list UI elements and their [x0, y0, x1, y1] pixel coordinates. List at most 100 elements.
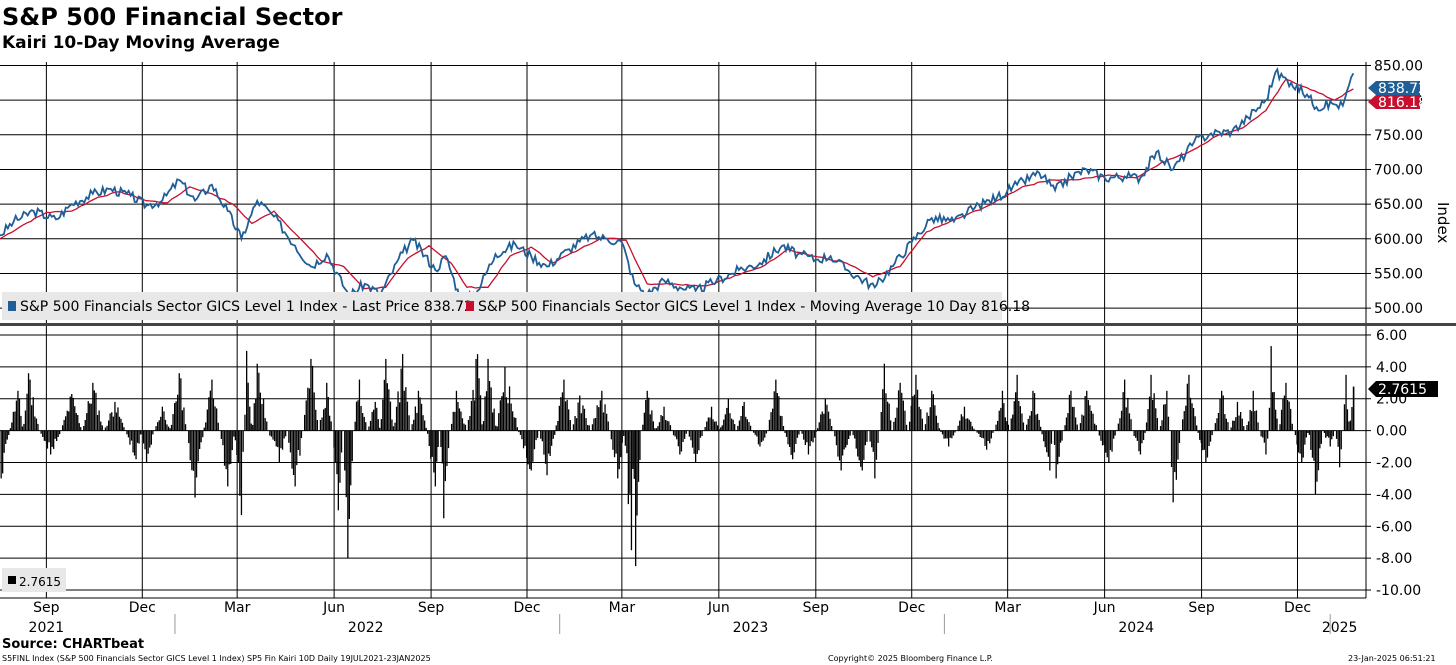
kairi-bar [29, 379, 31, 431]
kairi-bar [916, 389, 919, 431]
kairi-bar [618, 430, 620, 470]
kairi-bar [194, 430, 196, 498]
kairi-bar [142, 430, 145, 444]
kairi-bar [1117, 423, 1119, 431]
kairi-bar [240, 430, 243, 516]
kairi-bar [710, 406, 713, 431]
kairi-bar [646, 390, 648, 431]
kairi-bar [1189, 397, 1192, 431]
kairi-bar [420, 403, 423, 431]
kairi-bar [1127, 397, 1129, 431]
kairi-bar [627, 430, 629, 505]
kairi-bar [855, 430, 857, 449]
kairi-bar [1199, 430, 1201, 440]
kairi-bar [181, 410, 183, 431]
kairi-bar [147, 430, 149, 454]
kairi-bar [92, 382, 94, 431]
x-tick-label: Dec [898, 600, 925, 616]
kairi-bar [1296, 430, 1298, 445]
kairi-bar [1128, 413, 1131, 431]
kairi-bar [727, 398, 729, 431]
x-tick-label: Dec [129, 600, 156, 616]
moving-average-tag [1368, 95, 1420, 109]
kairi-bar [278, 430, 280, 463]
kairi-bar [541, 430, 543, 442]
kairi-bar [354, 421, 356, 431]
y-tick-label-price: 700.00 [1374, 162, 1423, 178]
kairi-bar [358, 379, 361, 431]
kairi-bar [648, 397, 650, 431]
kairi-panel [0, 346, 1355, 567]
kairi-bar [96, 415, 99, 431]
kairi-bar [1084, 396, 1086, 431]
kairi-bar [212, 398, 215, 431]
kairi-bar [490, 387, 492, 431]
kairi-bar [540, 430, 542, 439]
kairi-bar [437, 430, 439, 447]
kairi-bar [1065, 417, 1068, 431]
kairi-bar [918, 406, 920, 431]
kairi-bar [801, 430, 803, 434]
kairi-legend-swatch [8, 576, 16, 584]
kairi-bar [136, 430, 139, 443]
kairi-bar [87, 401, 89, 431]
kairi-bar [319, 420, 322, 431]
kairi-bar [1246, 425, 1248, 431]
kairi-bar [561, 392, 564, 431]
kairi-bar [205, 422, 207, 431]
kairi-bar [959, 420, 961, 431]
kairi-bar [1100, 430, 1102, 441]
kairi-bar [685, 430, 687, 434]
kairi-bar [75, 413, 77, 431]
kairi-bar [1055, 430, 1057, 479]
kairi-bar [557, 421, 559, 431]
kairi-bar [78, 423, 80, 431]
kairi-bar [141, 430, 143, 435]
kairi-bar [1260, 430, 1262, 437]
kairi-bar [403, 390, 405, 431]
kairi-bar [444, 430, 446, 482]
kairi-bar [202, 430, 204, 438]
kairi-bar [397, 391, 399, 431]
chart-title: S&P 500 Financial Sector [2, 3, 343, 31]
kairi-bar [434, 430, 436, 487]
kairi-bar [745, 416, 747, 431]
kairi-bar [1027, 418, 1029, 431]
kairi-bar [757, 430, 760, 445]
kairi-bar [1238, 415, 1240, 431]
kairi-bar [200, 430, 202, 443]
kairi-bar [1196, 425, 1198, 431]
kairi-bar [1211, 430, 1213, 436]
kairi-bar [269, 430, 271, 436]
kairi-bar [467, 419, 470, 431]
kairi-bar [904, 410, 906, 431]
kairi-bar [104, 427, 107, 431]
kairi-bar [155, 426, 157, 431]
kairi-bar [411, 424, 413, 431]
kairi-bar [433, 430, 435, 473]
kairi-bar [476, 354, 479, 431]
kairi-bar [48, 430, 50, 443]
kairi-bar [1094, 423, 1096, 431]
kairi-bar [72, 397, 74, 431]
kairi-bar [1161, 420, 1163, 431]
kairi-bar [1331, 430, 1333, 440]
kairi-bar [1101, 430, 1104, 446]
kairi-bar [815, 430, 817, 432]
kairi-bar [820, 414, 822, 431]
kairi-bar [233, 430, 235, 437]
kairi-bar [893, 421, 895, 431]
kairi-bar [502, 392, 504, 431]
kairi-bar [888, 403, 890, 431]
kairi-bar [380, 419, 382, 431]
x-tick-label: Jun [707, 600, 730, 616]
kairi-bar [1329, 430, 1331, 447]
kairi-bar [249, 406, 251, 431]
kairi-bar [1035, 414, 1037, 431]
kairi-bar [566, 399, 568, 431]
kairi-bar [305, 400, 307, 431]
kairi-bar [1082, 415, 1085, 431]
kairi-bar [772, 408, 774, 431]
kairi-bar [669, 425, 672, 431]
kairi-bar [167, 426, 170, 431]
